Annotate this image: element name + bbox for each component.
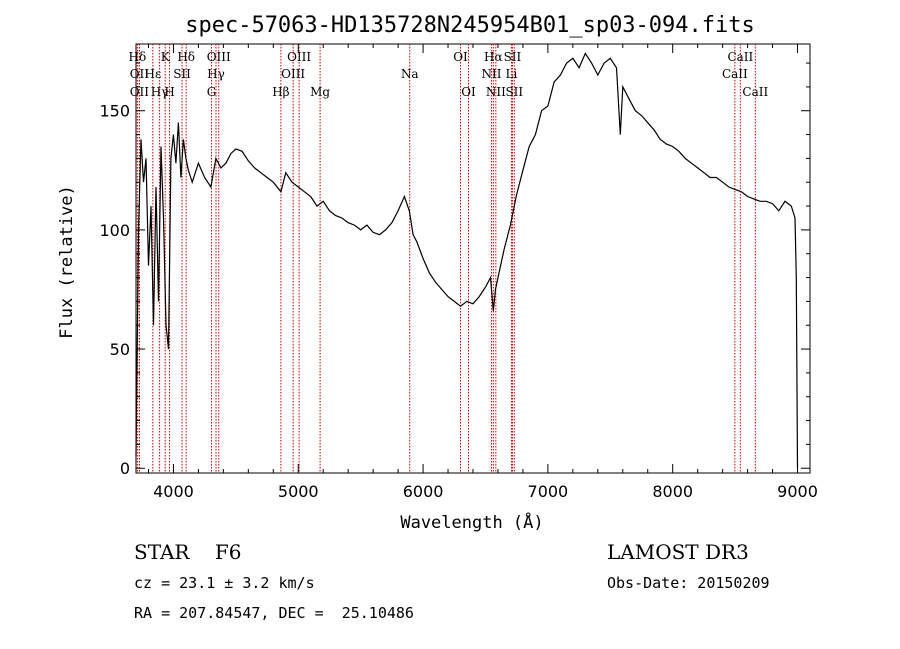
x-axis-label: Wavelength (Å) <box>400 511 543 533</box>
line-marker-label: OII <box>130 85 150 99</box>
line-marker-label: K <box>161 50 171 64</box>
line-marker-label: Hγ <box>151 85 169 99</box>
line-marker-label: CaII <box>727 50 753 64</box>
x-ticks: 4000 5000 6000 7000 8000 9000 <box>147 44 818 501</box>
line-marker-label: OIII <box>287 50 311 64</box>
y-tick-label: 100 <box>99 221 130 240</box>
y-tick-label: 150 <box>99 102 130 121</box>
line-marker-label: H <box>164 85 174 99</box>
line-marker-label: CaII <box>742 85 768 99</box>
line-marker-label: SII <box>504 50 522 64</box>
line-marker-label: OIII <box>281 67 305 81</box>
line-marker-label: OIII <box>207 50 231 64</box>
line-marker-label: NII <box>481 67 501 81</box>
line-marker-label: OI <box>453 50 468 64</box>
x-tick-label: 8000 <box>652 482 693 501</box>
line-marker-label: NII <box>486 85 506 99</box>
line-marker-label: Hγ <box>207 67 225 81</box>
x-tick-label: 6000 <box>403 482 444 501</box>
line-marker-label: CaII <box>722 67 748 81</box>
y-tick-label: 0 <box>120 459 130 478</box>
line-marker-label: OI <box>461 85 476 99</box>
plot-frame <box>135 43 811 474</box>
survey-name: LAMOST DR3 <box>607 540 749 564</box>
spectral-class: STAR F6 <box>134 540 242 564</box>
line-marker-label: Hδ <box>129 50 147 64</box>
radial-velocity: cz = 23.1 ± 3.2 km/s <box>134 574 315 592</box>
line-marker-label: Hδ <box>177 50 195 64</box>
x-tick-label: 9000 <box>777 482 818 501</box>
line-marker-label: Hβ <box>272 85 289 99</box>
line-marker-label: SII <box>505 85 523 99</box>
line-marker-labels: HδOIIOIIHεHγKHSIIHδGHγOIIIHβOIIIOIIIMgNa… <box>129 50 769 99</box>
line-marker-label: G <box>207 85 217 99</box>
y-ticks: 0 50 100 150 <box>99 62 810 478</box>
line-marker-label: Hε <box>145 67 162 81</box>
line-marker-label: SII <box>173 67 191 81</box>
coordinates: RA = 207.84547, DEC = 25.10486 <box>134 604 414 622</box>
line-marker-label: Mg <box>310 85 330 99</box>
line-marker-label: Li <box>506 67 518 81</box>
x-tick-label: 4000 <box>153 482 194 501</box>
chart-title: spec-57063-HD135728N245954B01_sp03-094.f… <box>185 13 755 38</box>
x-tick-label: 7000 <box>528 482 569 501</box>
observation-date: Obs-Date: 20150209 <box>607 574 770 592</box>
x-tick-label: 5000 <box>278 482 319 501</box>
y-axis-label: Flux (relative) <box>57 185 77 339</box>
line-markers <box>136 44 756 473</box>
line-marker-label: OII <box>130 67 150 81</box>
line-marker-label: Na <box>401 67 419 81</box>
y-tick-label: 50 <box>110 340 130 359</box>
line-marker-label: Hα <box>484 50 503 64</box>
spectrum-line <box>135 52 799 469</box>
